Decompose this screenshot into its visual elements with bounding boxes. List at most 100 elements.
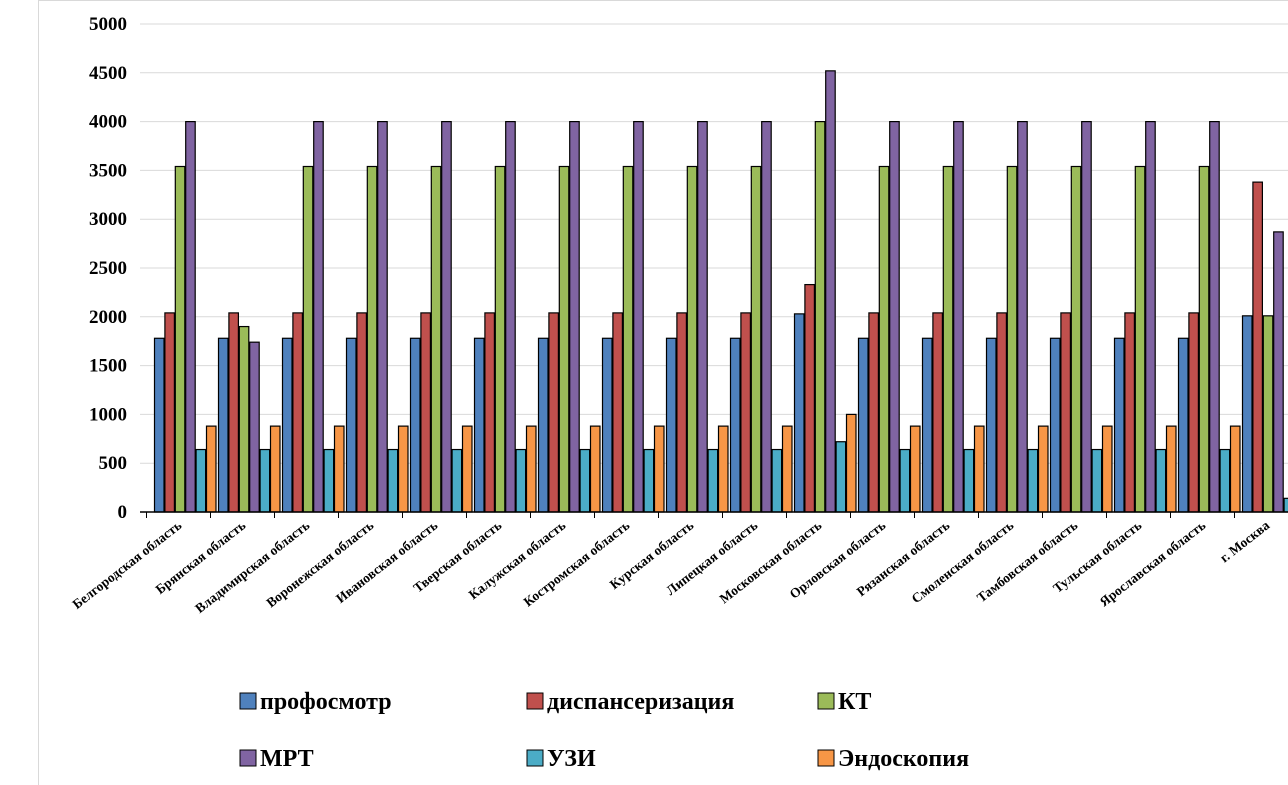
bar: [420, 312, 431, 513]
bar: [1198, 165, 1210, 513]
bar: [1070, 165, 1082, 513]
legend: профосмотр диспансеризация КТ МРТ УЗИ Эндоско…: [239, 689, 969, 772]
bar: [323, 448, 335, 513]
bar: [1145, 120, 1156, 513]
legend-swatch: [817, 749, 835, 767]
bar: [953, 120, 964, 513]
bar: [313, 120, 324, 513]
bar: [804, 283, 816, 513]
y-tick-label: 5000: [89, 14, 127, 35]
bar: [761, 120, 772, 513]
bar: [153, 337, 165, 513]
bar: [249, 341, 260, 513]
x-tick-label: Белгородская область: [70, 518, 185, 612]
bar: [717, 425, 729, 513]
bar: [217, 337, 229, 513]
legend-label: КТ: [838, 689, 871, 715]
bar: [622, 165, 634, 513]
bar-group: [793, 70, 857, 513]
bar: [409, 337, 421, 513]
bar: [814, 120, 826, 513]
chart-border: [38, 0, 1288, 785]
bar-group: [1049, 120, 1113, 513]
bar-group: [1241, 181, 1288, 513]
legend-swatch: [526, 692, 544, 710]
y-tick-label: 500: [99, 453, 128, 474]
legend-item: диспансеризация: [526, 689, 734, 715]
bar: [1155, 448, 1167, 513]
bar: [494, 165, 506, 513]
bar: [942, 165, 954, 513]
bar: [1165, 425, 1177, 513]
bar: [729, 337, 741, 513]
bar: [909, 425, 921, 513]
bar: [1006, 165, 1018, 513]
bar: [164, 312, 175, 513]
bar: [1017, 120, 1028, 513]
legend-item: профосмотр: [239, 689, 392, 715]
bar: [845, 413, 857, 513]
bar: [1273, 231, 1284, 513]
bar: [525, 425, 537, 513]
bar: [1219, 448, 1231, 513]
bar: [601, 337, 613, 513]
bar: [205, 425, 217, 513]
y-tick-label: 3000: [89, 209, 127, 230]
bar: [996, 312, 1008, 513]
bar: [579, 448, 591, 513]
bar: [963, 448, 975, 513]
bar: [1049, 337, 1061, 513]
bar: [195, 448, 207, 513]
bar: [1177, 337, 1189, 513]
bar: [932, 312, 944, 513]
y-tick-label: 1000: [89, 404, 127, 425]
bar: [740, 312, 752, 513]
bar: [1188, 312, 1200, 513]
bar: [835, 441, 847, 513]
bar: [281, 337, 293, 513]
bar: [589, 425, 601, 513]
bars: [153, 70, 1288, 513]
bar: [505, 120, 516, 513]
bar: [1209, 120, 1220, 513]
bar: [387, 448, 399, 513]
bar: [259, 448, 271, 513]
bar: [612, 312, 624, 513]
bar: [185, 120, 196, 513]
x-tick-label: Ярославская область: [1097, 518, 1209, 610]
bar: [1241, 315, 1253, 513]
bar: [451, 448, 463, 513]
bar: [921, 337, 933, 513]
y-tick-label: 2500: [89, 258, 127, 279]
bar: [441, 120, 452, 513]
bar: [356, 312, 367, 513]
bar: [397, 425, 409, 513]
bar: [1113, 337, 1125, 513]
bar: [825, 70, 836, 513]
y-tick-label: 4500: [89, 63, 127, 84]
bar: [302, 165, 314, 513]
bar: [653, 425, 665, 513]
bar: [1134, 165, 1146, 513]
bar: [1229, 425, 1241, 513]
bar: [973, 425, 985, 513]
bar: [985, 337, 997, 513]
bar: [707, 448, 719, 513]
y-tick-label: 3500: [89, 160, 127, 181]
bar: [569, 120, 580, 513]
y-tick-label: 0: [118, 502, 128, 523]
bar: [461, 425, 473, 513]
bar: [750, 165, 762, 513]
bar: [1262, 315, 1274, 513]
bar: [377, 120, 388, 513]
legend-swatch: [239, 749, 257, 767]
bar: [345, 337, 357, 513]
bar: [643, 448, 655, 513]
bar: [1037, 425, 1049, 513]
legend-item: УЗИ: [526, 746, 596, 772]
bar: [857, 337, 869, 513]
bar: [1252, 181, 1264, 513]
bar: [1081, 120, 1092, 513]
bar: [781, 425, 793, 513]
